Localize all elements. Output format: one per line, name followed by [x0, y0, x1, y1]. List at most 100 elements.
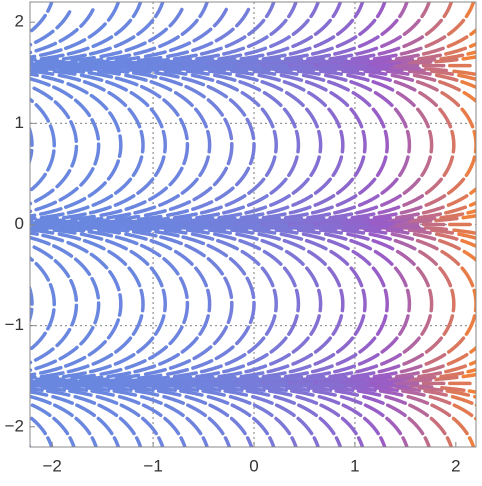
stream-dash — [287, 252, 303, 265]
stream-dash — [81, 328, 93, 344]
stream-dash — [156, 157, 164, 175]
stream-dash — [10, 174, 23, 189]
stream-dash — [319, 290, 321, 310]
stream-dash — [431, 419, 444, 434]
stream-dash — [382, 338, 397, 352]
stream-dash — [426, 355, 444, 364]
stream-dash — [209, 419, 222, 434]
stream-dash — [415, 234, 435, 239]
stream-dash — [330, 214, 351, 218]
stream-dash — [268, 207, 287, 213]
stream-dash — [184, 144, 187, 164]
stream-dash — [397, 55, 418, 59]
stream-dash — [271, 179, 286, 193]
stream-dash — [447, 391, 468, 395]
stream-dash — [297, 397, 316, 403]
stream-dash — [91, 366, 110, 372]
stream-dash — [89, 24, 105, 37]
stream-dash — [440, 268, 450, 285]
stream-dash — [468, 366, 482, 372]
stream-dash — [311, 316, 319, 334]
stream-dash — [215, 327, 227, 343]
stream-dash — [54, 87, 72, 97]
stream-dash — [285, 109, 295, 126]
stream-dash — [208, 87, 226, 97]
stream-dash — [171, 361, 190, 368]
stream-dash — [160, 355, 178, 364]
stream-dash — [409, 221, 430, 222]
stream-dash — [116, 179, 131, 193]
stream-dash — [464, 252, 480, 265]
stream-dash — [165, 419, 178, 434]
stream-dash — [441, 55, 462, 59]
stream-dash — [286, 55, 307, 59]
stream-dash — [208, 397, 227, 403]
stream-dash — [216, 188, 233, 199]
stream-dash — [454, 419, 467, 434]
stream-dash — [32, 419, 45, 434]
stream-dash — [150, 188, 167, 199]
stream-dash — [249, 37, 267, 46]
stream-dash — [290, 366, 309, 372]
stream-dash — [182, 179, 197, 193]
stream-dash — [436, 60, 457, 62]
stream-dash — [160, 196, 178, 205]
stream-dash — [401, 207, 420, 213]
stream-dash — [365, 419, 378, 434]
stream-dash — [463, 214, 482, 218]
stream-dash — [271, 37, 289, 46]
stream-dash — [382, 37, 400, 46]
stream-dash — [219, 55, 240, 59]
stream-dash — [452, 290, 454, 310]
stream-dash — [313, 207, 332, 213]
stream-dash — [193, 43, 212, 50]
stream-dash — [395, 82, 414, 90]
stream-dash — [401, 48, 420, 54]
stream-dash — [398, 93, 414, 106]
stream-dash — [319, 132, 321, 152]
stream-dash — [76, 100, 90, 115]
stream-dash — [10, 405, 27, 415]
stream-dash — [251, 144, 254, 164]
stream-dash — [36, 349, 53, 360]
stream-dash — [71, 281, 76, 300]
stream-dash — [176, 252, 192, 265]
stream-dash — [71, 122, 76, 141]
stream-dash — [333, 316, 341, 334]
stream-dash — [41, 209, 61, 214]
stream-dash — [338, 20, 353, 34]
stream-dash — [163, 290, 165, 310]
x-tick-label: 1 — [350, 456, 359, 475]
y-tick-label: 2 — [15, 12, 24, 31]
stream-dash — [240, 241, 259, 249]
x-tick-label: 0 — [249, 456, 258, 475]
stream-dash — [135, 48, 154, 54]
stream-dash — [476, 419, 482, 434]
stream-dash — [287, 93, 303, 106]
stream-dash — [208, 100, 222, 115]
stream-dash — [77, 405, 94, 415]
stream-dash — [50, 285, 54, 305]
stream-dash — [10, 333, 23, 348]
stream-dash — [331, 93, 347, 106]
stream-dash — [360, 338, 375, 352]
stream-dash — [29, 237, 49, 243]
stream-dash — [36, 31, 53, 42]
stream-dash — [396, 268, 406, 285]
stream-dash — [208, 290, 210, 310]
stream-dash — [404, 338, 419, 352]
stream-dash — [81, 169, 93, 185]
stream-dash — [196, 268, 206, 285]
stream-dash — [290, 207, 309, 213]
stream-dash — [418, 109, 428, 126]
stream-dash — [116, 338, 131, 352]
stream-dash — [449, 20, 464, 34]
stream-dash — [392, 234, 412, 239]
stream-dash — [95, 144, 99, 164]
stream-dash — [454, 230, 474, 233]
stream-dash — [382, 355, 400, 364]
stream-dash — [115, 196, 133, 205]
stream-dash — [348, 75, 368, 80]
stream-dash — [215, 168, 227, 184]
stream-dash — [462, 268, 472, 285]
